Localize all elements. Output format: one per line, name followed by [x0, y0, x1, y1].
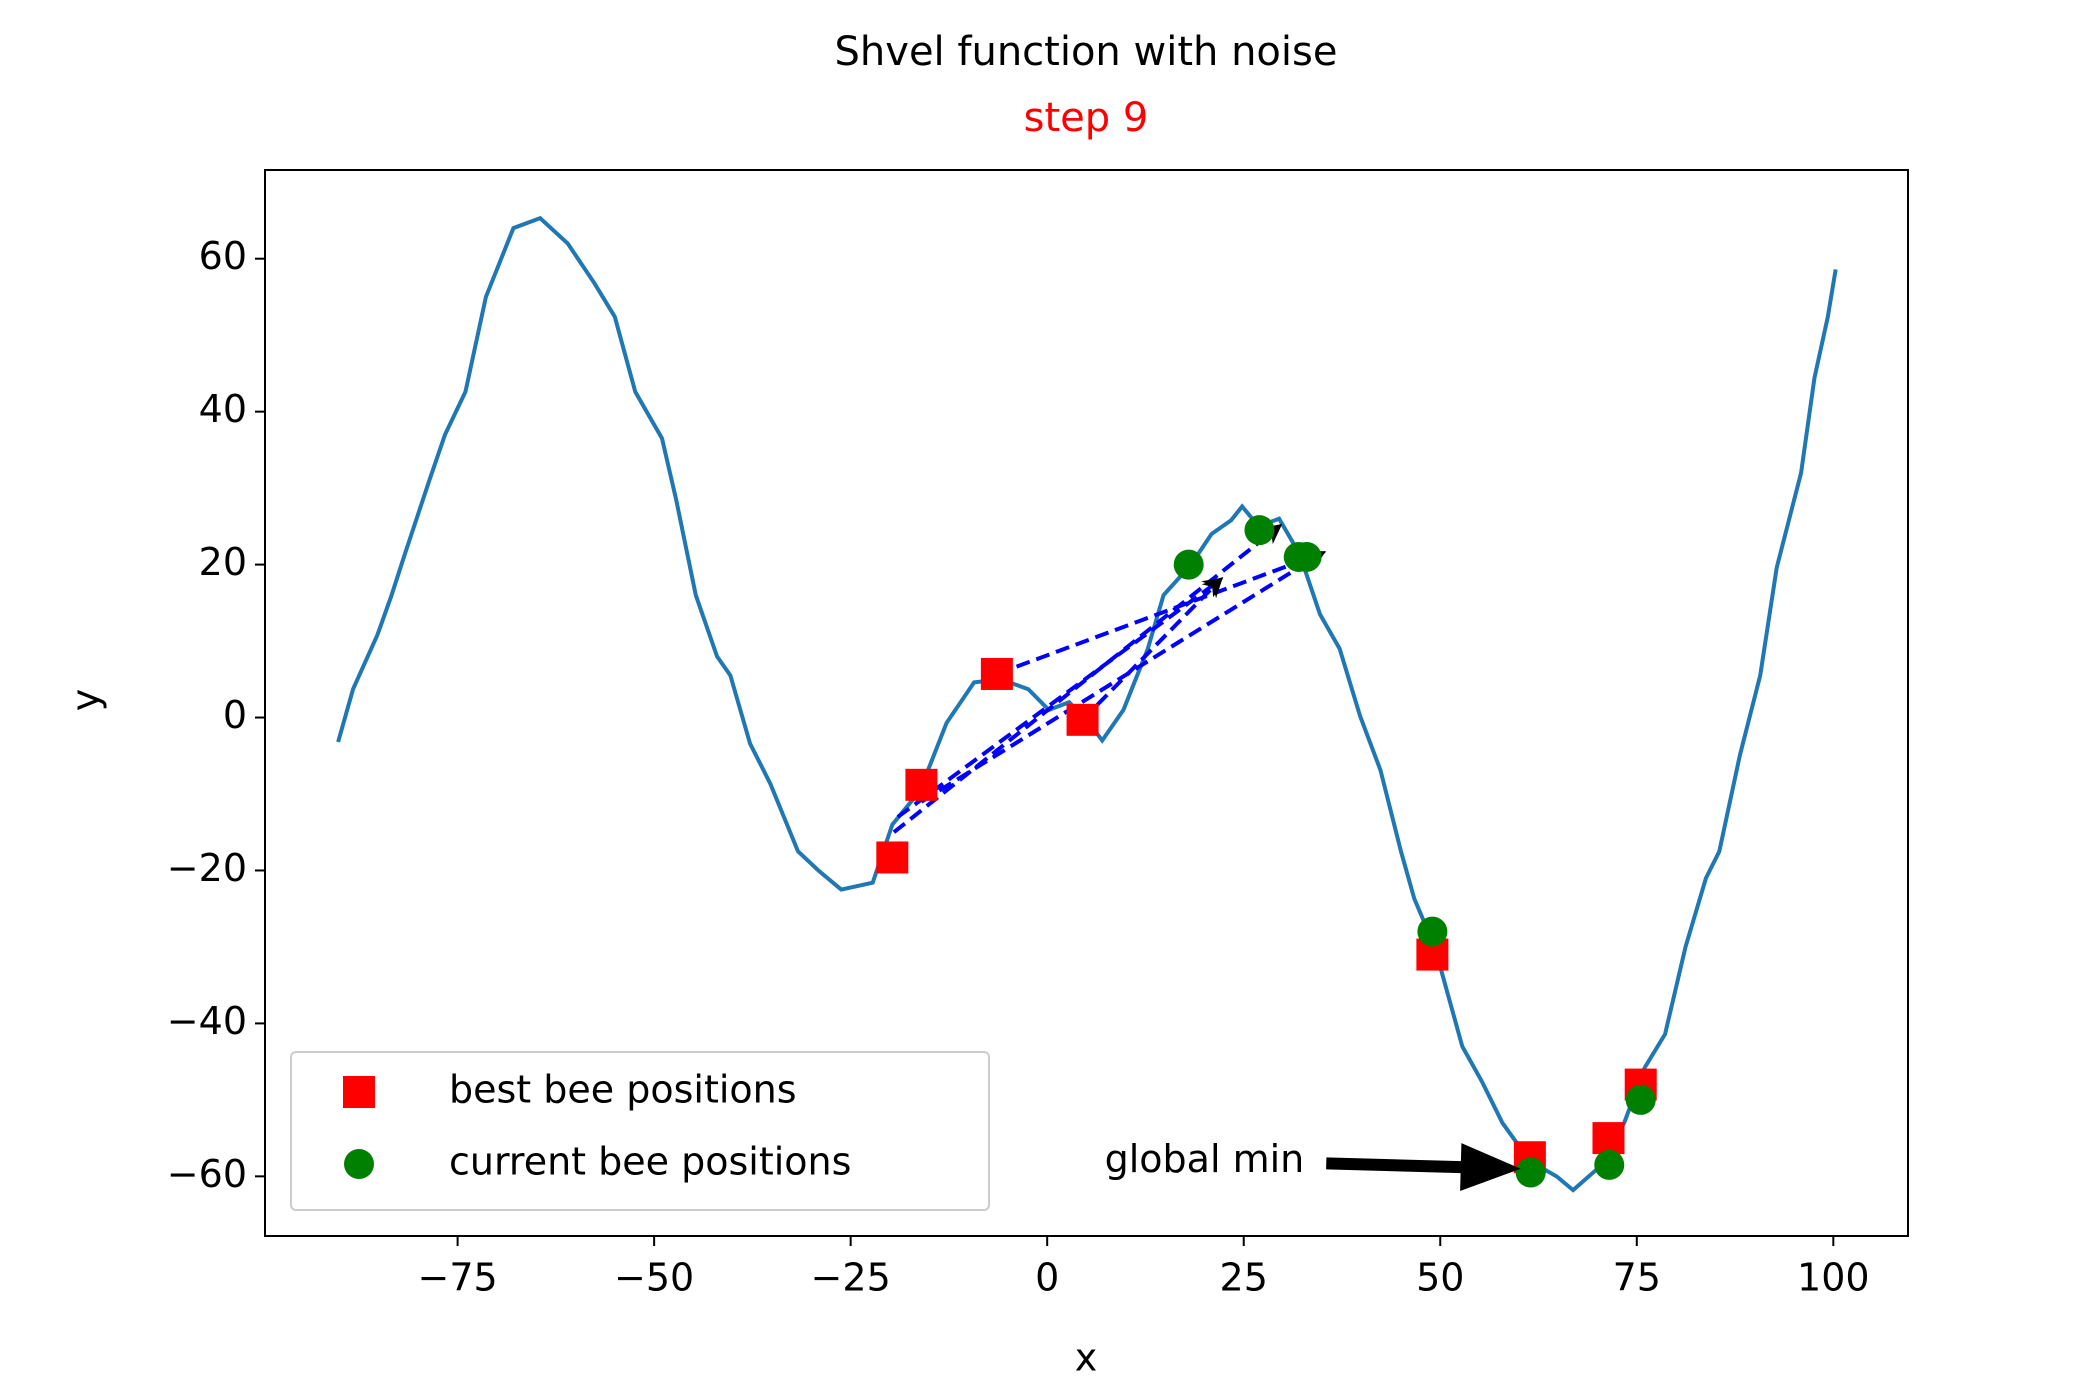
x-tick-label: 0 — [1035, 1256, 1059, 1300]
y-tick-label: 60 — [199, 234, 247, 278]
current-marker — [1417, 916, 1448, 947]
legend-label: current bee positions — [449, 1140, 851, 1184]
current-marker — [1594, 1149, 1625, 1180]
annotation-text: global min — [1105, 1137, 1305, 1181]
y-axis-label: y — [64, 689, 108, 712]
velocity-line — [1081, 577, 1223, 722]
y-tick-label: −40 — [167, 999, 247, 1043]
current-marker — [1173, 549, 1204, 580]
legend-label: best bee positions — [449, 1068, 797, 1112]
best-marker — [1066, 703, 1099, 736]
best-marker — [1592, 1122, 1625, 1155]
annotation-arrow — [1326, 1143, 1521, 1191]
current-marker — [1515, 1157, 1546, 1188]
x-tick-label: 100 — [1797, 1256, 1870, 1300]
velocity-line — [920, 551, 1326, 804]
best-marker — [876, 841, 909, 874]
current-marker — [1625, 1084, 1656, 1115]
y-tick-label: 40 — [199, 387, 247, 431]
x-axis-label: x — [1075, 1336, 1098, 1380]
x-tick-label: 75 — [1613, 1256, 1661, 1300]
x-tick-label: 25 — [1220, 1256, 1268, 1300]
velocity-line — [896, 577, 1224, 819]
legend-marker — [343, 1076, 375, 1108]
x-tick-label: −50 — [614, 1256, 694, 1300]
current-marker — [1244, 515, 1275, 546]
x-tick-label: −75 — [417, 1256, 497, 1300]
best-marker — [980, 657, 1013, 690]
chart-subtitle: step 9 — [1024, 95, 1149, 141]
legend: best bee positions current bee positions — [290, 1051, 990, 1211]
legend-marker — [344, 1149, 374, 1179]
y-tick-label: 0 — [223, 693, 247, 737]
chart-title: Shvel function with noise — [835, 29, 1338, 75]
y-tick-label: −60 — [167, 1152, 247, 1196]
y-tick-label: 20 — [199, 540, 247, 584]
y-tick-label: −20 — [167, 846, 247, 890]
x-tick-label: 50 — [1416, 1256, 1464, 1300]
legend-box — [290, 1051, 990, 1211]
best-marker — [905, 768, 938, 801]
plot-frame — [264, 169, 1909, 1237]
current-marker — [1291, 541, 1322, 572]
x-tick-label: −25 — [811, 1256, 891, 1300]
velocity-line — [996, 549, 1327, 676]
